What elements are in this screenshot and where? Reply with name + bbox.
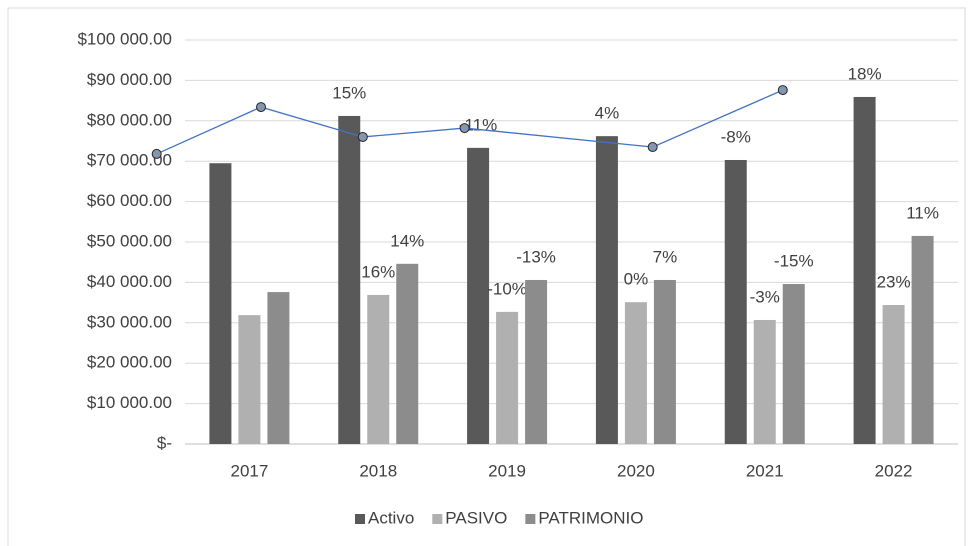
bar-annotation: -3% xyxy=(750,287,780,306)
bar-annotation: 15% xyxy=(332,83,366,102)
legend-swatch xyxy=(432,514,443,524)
bar xyxy=(496,311,519,444)
legend-swatch xyxy=(525,514,536,524)
bar-annotation: 14% xyxy=(390,231,424,250)
bar xyxy=(367,294,390,444)
x-tick-label: 2019 xyxy=(488,461,526,480)
bar xyxy=(338,115,361,445)
bar-annotation: 4% xyxy=(595,104,620,123)
bar-annotation: 0% xyxy=(624,270,649,289)
bar xyxy=(782,284,805,444)
x-tick-label: 2017 xyxy=(231,461,269,480)
y-tick-label: $- xyxy=(157,433,172,452)
y-tick-label: $60 000.00 xyxy=(87,191,172,210)
line-marker xyxy=(256,102,267,113)
line-marker xyxy=(357,131,368,142)
bar xyxy=(624,302,647,444)
y-tick-label: $80 000.00 xyxy=(87,110,172,129)
bar xyxy=(853,96,876,445)
bar-annotation: -10% xyxy=(487,279,527,298)
line-marker xyxy=(777,85,788,96)
bar-annotation: 16% xyxy=(361,262,395,281)
bar xyxy=(753,319,776,444)
legend-label: PATRIMONIO xyxy=(538,508,643,527)
bar-annotation: -15% xyxy=(774,252,814,271)
bar xyxy=(882,305,905,444)
legend-swatch xyxy=(355,514,365,524)
y-tick-label: $100 000.00 xyxy=(77,29,172,48)
y-tick-label: $50 000.00 xyxy=(87,231,172,250)
bar xyxy=(653,279,676,444)
bar xyxy=(209,163,232,444)
y-tick-label: $30 000.00 xyxy=(87,312,172,331)
bar xyxy=(911,235,934,444)
bar-annotation: -8% xyxy=(721,127,751,146)
legend-label: PASIVO xyxy=(445,508,507,527)
bar-annotation: -13% xyxy=(516,247,556,266)
x-tick-label: 2022 xyxy=(875,461,913,480)
y-tick-label: $70 000.00 xyxy=(87,151,172,170)
y-tick-label: $40 000.00 xyxy=(87,272,172,291)
y-tick-label: $90 000.00 xyxy=(87,70,172,89)
line-marker xyxy=(647,142,658,153)
legend-label: Activo xyxy=(368,508,414,527)
y-tick-label: $20 000.00 xyxy=(87,353,172,372)
bar-annotation: 11% xyxy=(906,203,939,222)
bar-annotation: 23% xyxy=(877,273,911,292)
x-tick-label: 2018 xyxy=(359,461,397,480)
line-marker xyxy=(151,148,162,159)
line xyxy=(156,89,784,155)
bar xyxy=(467,147,490,445)
bar xyxy=(238,315,261,444)
bar xyxy=(595,136,618,445)
line-marker xyxy=(459,123,470,134)
bar xyxy=(396,263,419,444)
y-tick-label: $10 000.00 xyxy=(87,393,172,412)
x-tick-label: 2021 xyxy=(746,461,784,480)
bar xyxy=(724,159,747,444)
bar xyxy=(267,292,290,444)
x-tick-label: 2020 xyxy=(617,461,655,480)
bar xyxy=(525,279,548,444)
bar-annotation: 7% xyxy=(653,247,678,266)
bar-annotation: 18% xyxy=(848,64,882,83)
